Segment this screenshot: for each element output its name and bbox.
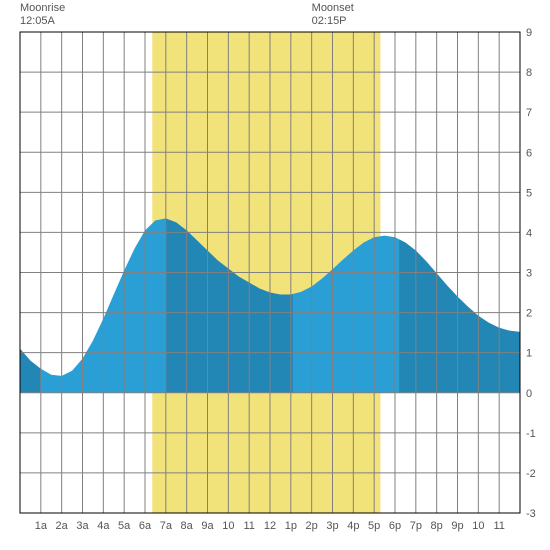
moonset-time: 02:15P: [312, 15, 347, 27]
y-tick-label: -3: [526, 508, 536, 520]
x-tick-label: 2p: [306, 520, 318, 532]
x-tick-label: 9a: [201, 520, 214, 532]
moonset-label: Moonset 02:15P: [312, 2, 354, 28]
x-tick-label: 8p: [431, 520, 443, 532]
y-tick-label: 6: [526, 147, 532, 159]
x-tick-label: 7p: [410, 520, 422, 532]
moonrise-title: Moonrise: [20, 2, 65, 14]
y-tick-label: 7: [526, 107, 532, 119]
x-tick-label: 10: [472, 520, 484, 532]
y-tick-label: 9: [526, 27, 532, 39]
x-tick-label: 10: [222, 520, 234, 532]
x-tick-label: 11: [243, 520, 254, 532]
moonrise-time: 12:05A: [20, 15, 55, 27]
y-tick-label: 0: [526, 388, 532, 400]
x-tick-label: 1a: [35, 520, 48, 532]
x-tick-label: 3a: [76, 520, 89, 532]
y-tick-label: -2: [526, 468, 536, 480]
chart-svg: -3-2-101234567891a2a3a4a5a6a7a8a9a101112…: [0, 0, 550, 550]
y-tick-label: 5: [526, 187, 532, 199]
x-tick-label: 5a: [118, 520, 131, 532]
x-tick-label: 4p: [347, 520, 359, 532]
y-tick-label: 2: [526, 308, 532, 320]
x-tick-label: 9p: [451, 520, 463, 532]
x-tick-label: 3p: [326, 520, 338, 532]
moonrise-label: Moonrise 12:05A: [20, 2, 65, 28]
y-tick-label: 8: [526, 67, 532, 79]
moonset-title: Moonset: [312, 2, 354, 14]
x-tick-label: 1p: [285, 520, 297, 532]
x-tick-label: 5p: [368, 520, 380, 532]
y-tick-label: 3: [526, 268, 532, 280]
x-tick-label: 2a: [56, 520, 69, 532]
y-tick-label: 1: [526, 348, 532, 360]
grid: [20, 32, 520, 513]
x-tick-label: 6a: [139, 520, 152, 532]
x-tick-label: 7a: [160, 520, 173, 532]
y-tick-label: -1: [526, 428, 536, 440]
tide-chart: Moonrise 12:05A Moonset 02:15P -3-2-1012…: [0, 0, 550, 550]
x-tick-label: 12: [264, 520, 276, 532]
y-tick-label: 4: [526, 227, 532, 239]
x-tick-label: 4a: [97, 520, 110, 532]
x-tick-label: 6p: [389, 520, 401, 532]
x-tick-label: 8a: [181, 520, 194, 532]
x-tick-label: 11: [493, 520, 504, 532]
